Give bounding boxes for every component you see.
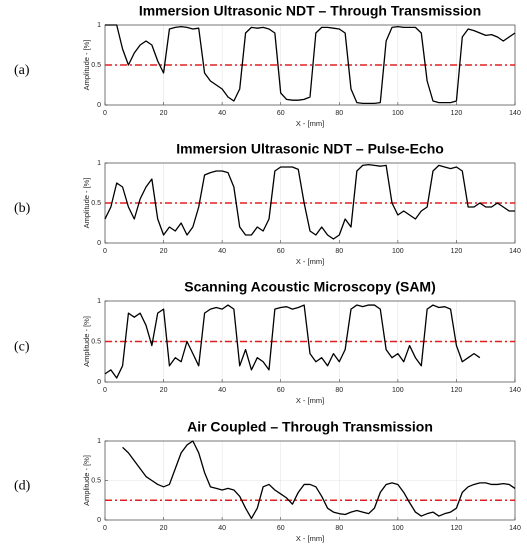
x-tick-label: 20 <box>160 110 168 117</box>
x-tick-label: 80 <box>335 525 343 532</box>
x-tick-label: 20 <box>160 387 168 394</box>
y-tick-label: 0 <box>97 240 101 247</box>
x-tick-label: 140 <box>509 387 521 394</box>
x-axis-label: X - [mm] <box>296 396 324 405</box>
panel-label: (d) <box>14 479 31 494</box>
y-tick-label: 0.5 <box>91 62 101 69</box>
signal-line <box>122 440 516 520</box>
x-tick-label: 80 <box>335 387 343 394</box>
y-tick-label: 0.5 <box>91 338 101 345</box>
chart-title: Air Coupled – Through Transmission <box>187 419 433 435</box>
x-tick-label: 80 <box>335 110 343 117</box>
panel-label: (a) <box>14 63 30 78</box>
y-tick-label: 0 <box>97 379 101 386</box>
x-tick-label: 0 <box>103 387 107 394</box>
x-tick-label: 100 <box>392 248 404 255</box>
signal-line <box>105 24 516 105</box>
y-axis-label: Amplitude - [%] <box>82 455 91 506</box>
x-tick-label: 140 <box>509 110 521 117</box>
x-tick-label: 0 <box>103 110 107 117</box>
y-tick-label: 0.5 <box>91 200 101 207</box>
y-tick-label: 1 <box>97 160 101 167</box>
y-tick-label: 1 <box>97 438 101 445</box>
y-tick-label: 1 <box>97 298 101 305</box>
x-tick-label: 40 <box>218 525 226 532</box>
x-axis-label: X - [mm] <box>296 534 324 543</box>
x-tick-label: 20 <box>160 248 168 255</box>
y-tick-label: 0.5 <box>91 477 101 484</box>
chart-title: Scanning Acoustic Microscopy (SAM) <box>184 279 436 295</box>
chart-title: Immersion Ultrasonic NDT – Pulse-Echo <box>176 141 444 157</box>
x-tick-label: 100 <box>392 387 404 394</box>
x-tick-label: 120 <box>451 110 463 117</box>
x-tick-label: 20 <box>160 525 168 532</box>
x-tick-label: 80 <box>335 248 343 255</box>
x-tick-label: 140 <box>509 525 521 532</box>
x-tick-label: 60 <box>277 248 285 255</box>
x-tick-label: 120 <box>451 525 463 532</box>
signal-line <box>104 163 515 240</box>
y-axis-label: Amplitude - [%] <box>82 316 91 367</box>
x-tick-label: 140 <box>509 248 521 255</box>
chart-title: Immersion Ultrasonic NDT – Through Trans… <box>139 3 481 19</box>
x-tick-label: 60 <box>277 110 285 117</box>
panel-label: (b) <box>14 201 31 216</box>
x-tick-label: 0 <box>103 525 107 532</box>
signal-line <box>104 304 481 379</box>
panel-label: (c) <box>14 340 30 355</box>
x-tick-label: 120 <box>451 248 463 255</box>
x-axis-label: X - [mm] <box>296 119 324 128</box>
y-tick-label: 0 <box>97 517 101 524</box>
y-tick-label: 0 <box>97 102 101 109</box>
x-tick-label: 100 <box>392 110 404 117</box>
x-tick-label: 40 <box>218 248 226 255</box>
x-tick-label: 60 <box>277 387 285 394</box>
y-axis-label: Amplitude - [%] <box>82 40 91 91</box>
y-axis-label: Amplitude - [%] <box>82 178 91 229</box>
x-tick-label: 100 <box>392 525 404 532</box>
x-tick-label: 60 <box>277 525 285 532</box>
y-tick-label: 1 <box>97 22 101 29</box>
x-axis-label: X - [mm] <box>296 257 324 266</box>
x-tick-label: 40 <box>218 110 226 117</box>
x-tick-label: 120 <box>451 387 463 394</box>
axes-box <box>104 440 516 521</box>
x-tick-label: 0 <box>103 248 107 255</box>
x-tick-label: 40 <box>218 387 226 394</box>
